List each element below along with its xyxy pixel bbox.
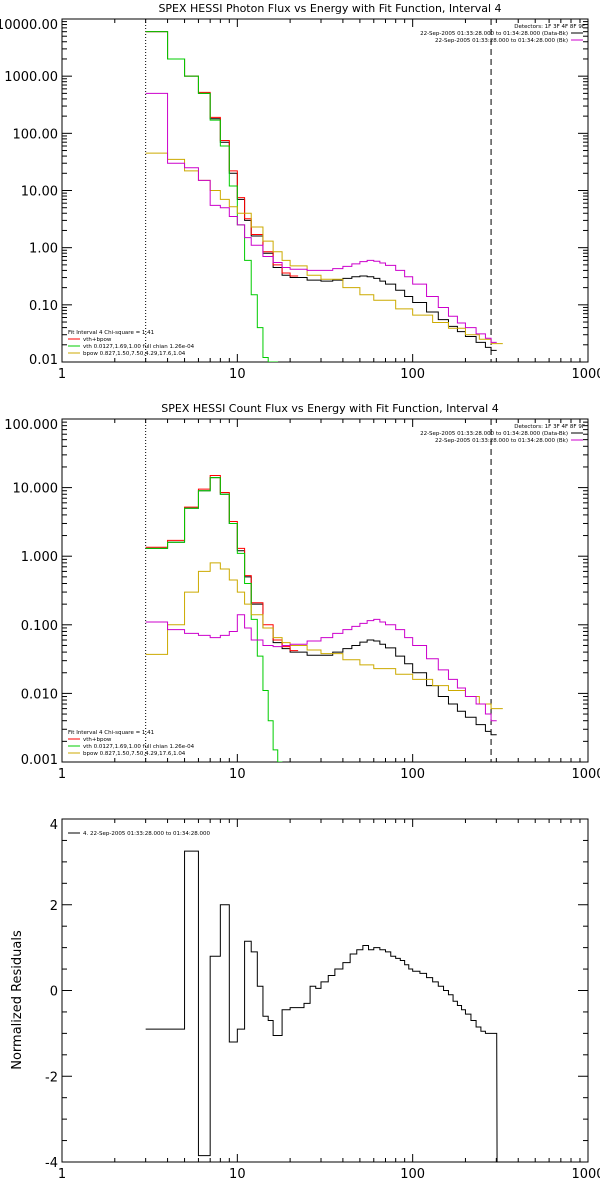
legend-entry: vth 0.0127,1.69,1.00 full chian 1.26e-04 (83, 744, 195, 750)
y-tick-label: 100.00 (13, 127, 59, 142)
legend-entry: 4. 22-Sep-2005 01:33:28.000 to 01:34:28.… (83, 831, 210, 837)
legend-entry: 22-Sep-2005 01:33:28.000 to 01:34:28.000… (420, 31, 568, 37)
series-vth (145, 31, 279, 362)
legend-entry: vth+bpow (83, 337, 112, 343)
residuals-y-axis-label: Normalized Residuals (10, 930, 25, 1070)
fit-interval-label: Fit Interval 4 Chi-square = 1.41 (68, 730, 154, 736)
x-tick-label: 10 (229, 767, 246, 782)
y-tick-label: 1.000 (21, 550, 58, 565)
series-bk (145, 92, 497, 343)
y-tick-label: 1.00 (29, 242, 58, 257)
y-tick-label: 0.10 (29, 299, 58, 314)
count-flux-panel: SPEX HESSI Count Flux vs Energy with Fit… (4, 402, 600, 782)
y-tick-label: 10.00 (21, 185, 58, 200)
y-tick-label: 0.01 (29, 353, 58, 368)
legend-entry: bpow 0.827,1.50,7.50,4.29,17.6,1.04 (83, 351, 186, 357)
series-bpow (145, 152, 503, 345)
residuals-panel: Normalized Residuals 1 10 100 1000 -4 -2 0 2 4 4.… (10, 818, 600, 1182)
x-tick-label: 1 (58, 1167, 66, 1182)
series-bk (145, 614, 497, 722)
x-tick-label: 1000 (571, 767, 600, 782)
plot-frame (61, 418, 589, 763)
x-tick-label: 100 (400, 367, 425, 382)
plot-frame (61, 818, 589, 1163)
y-tick-label: -2 (45, 1070, 58, 1085)
legend-entry: 22-Sep-2005 01:33:28.000 to 01:34:28.000… (435, 38, 568, 44)
plot-frame (61, 18, 589, 363)
legend-entry: bpow 0.827,1.50,7.50,4.29,17.6,1.04 (83, 751, 186, 757)
y-tick-label: -4 (45, 1156, 58, 1171)
y-tick-label: 1000.00 (4, 70, 58, 85)
legend-entry: 22-Sep-2005 01:33:28.000 to 01:34:28.000… (420, 431, 568, 437)
y-tick-label: 2 (50, 899, 58, 914)
y-tick-label: 0.100 (21, 619, 58, 634)
fit-interval-label: Fit Interval 4 Chi-square = 1.41 (68, 330, 154, 336)
series-vth-bpow (145, 31, 299, 277)
y-tick-label: 0 (50, 985, 58, 1000)
series-vth (145, 477, 283, 762)
y-tick-label: 0.010 (21, 687, 58, 702)
y-tick-label: 10000.00 (0, 18, 58, 33)
photon-flux-panel: SPEX HESSI Photon Flux vs Energy with Fi… (0, 2, 600, 382)
legend-entry: 22-Sep-2005 01:33:28.000 to 01:34:28.000… (435, 438, 568, 444)
y-tick-label: 0.001 (21, 753, 58, 768)
x-tick-label: 100 (400, 767, 425, 782)
series-data-bk (145, 477, 497, 736)
detectors-label: Detectors: 1F 3F 4F 8F 9F (514, 424, 585, 430)
x-tick-label: 10 (229, 1167, 246, 1182)
x-tick-label: 10 (229, 367, 246, 382)
x-tick-label: 1 (58, 767, 66, 782)
y-tick-label: 10.000 (13, 482, 59, 497)
x-tick-label: 1 (58, 367, 66, 382)
series-4-22-sep-2005-01-33-28-000-to-01-34-28-000 (145, 850, 498, 1162)
detectors-label: Detectors: 1F 3F 4F 8F 9F (514, 24, 585, 30)
x-tick-label: 1000 (571, 367, 600, 382)
photon-panel-title: SPEX HESSI Photon Flux vs Energy with Fi… (158, 2, 501, 15)
legend-entry: vth+bpow (83, 737, 112, 743)
x-tick-label: 100 (400, 1167, 425, 1182)
count-panel-title: SPEX HESSI Count Flux vs Energy with Fit… (161, 402, 498, 415)
y-tick-label: 100.000 (4, 418, 58, 433)
legend-entry: vth 0.0127,1.69,1.00 full chian 1.26e-04 (83, 344, 195, 350)
x-tick-label: 1000 (571, 1167, 600, 1182)
y-tick-label: 4 (50, 818, 58, 833)
